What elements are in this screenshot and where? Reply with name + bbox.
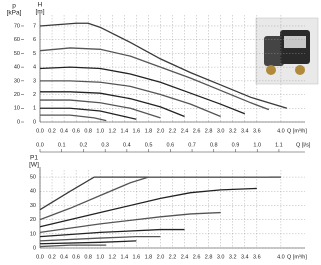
- y2-tick-label: 0: [17, 119, 20, 125]
- y-tick-label: 4: [33, 65, 36, 71]
- y2-tick-label: 10: [14, 106, 20, 112]
- y-label: P1: [30, 155, 38, 162]
- x-tick-label: 3.4: [241, 128, 249, 134]
- x2-label: Q [l/s]: [296, 142, 311, 148]
- y2-unit: [kPa]: [7, 10, 22, 17]
- x-tick-label: 3.4: [241, 254, 249, 260]
- page: p [kPa] H [m] Q [m³/h] P1 [W] Q [l/s] Q …: [0, 0, 321, 265]
- x-tick-label: 4.0: [277, 254, 285, 260]
- x-tick-label: 0.4: [60, 254, 68, 260]
- x-tick-label: 2.8: [205, 254, 213, 260]
- x-tick-label: 3.6: [253, 128, 261, 134]
- x-tick-label: 0.6: [72, 254, 80, 260]
- x2-tick-label: 0.8: [210, 142, 218, 148]
- x-tick-label: 1.6: [133, 254, 141, 260]
- curve: [40, 213, 221, 233]
- x-tick-label: 3.2: [229, 128, 237, 134]
- curve: [40, 67, 245, 114]
- x-tick-label: 2.2: [169, 128, 177, 134]
- y-tick-label: 5: [33, 51, 36, 57]
- x-tick-label: 2.6: [193, 254, 201, 260]
- x2-tick-label: 1.0: [253, 142, 261, 148]
- x-tick-label: 0.2: [48, 128, 56, 134]
- y-tick-label: 7: [33, 23, 36, 29]
- x-tick-label: 1.2: [108, 128, 116, 134]
- x2-tick-label: 0.5: [145, 142, 153, 148]
- pump-photo: [256, 18, 318, 84]
- y-tick-label: 1: [33, 106, 36, 112]
- x-tick-label: 1.2: [108, 254, 116, 260]
- y2-tick-label: 50: [14, 51, 20, 57]
- x-tick-label: 1.0: [96, 128, 104, 134]
- x-tick-label: 2.6: [193, 128, 201, 134]
- y2-tick-label: 20: [14, 92, 20, 98]
- y2-tick-label: 30: [14, 78, 20, 84]
- x2-tick-label: 0.9: [232, 142, 240, 148]
- x-tick-label: 2.0: [157, 128, 165, 134]
- x-tick-label: 0.4: [60, 128, 68, 134]
- x-tick-label: 0.8: [84, 254, 92, 260]
- x2-tick-label: 0.3: [101, 142, 109, 148]
- y-tick-label: 0: [33, 245, 36, 251]
- x-tick-label: 0.0: [36, 254, 44, 260]
- x-tick-label: 2.4: [181, 128, 189, 134]
- curve: [40, 245, 106, 246]
- y-label: H: [38, 2, 43, 9]
- curve: [40, 177, 281, 210]
- x2-tick-label: 0.4: [123, 142, 131, 148]
- x2-tick-label: 0.7: [188, 142, 196, 148]
- x-tick-label: 3.6: [253, 254, 261, 260]
- x-label: Q [m³/h]: [287, 254, 307, 260]
- x2-tick-label: 0.1: [58, 142, 66, 148]
- x-tick-label: 1.8: [145, 128, 153, 134]
- curve: [40, 115, 106, 120]
- x-tick-label: 1.4: [120, 128, 128, 134]
- y2-label: p: [12, 3, 16, 10]
- x-tick-label: 1.4: [120, 254, 128, 260]
- x-tick-label: 0.6: [72, 128, 80, 134]
- y-tick-label: 2: [33, 92, 36, 98]
- curve: [40, 177, 269, 220]
- y2-tick-label: 70: [14, 23, 20, 29]
- y-tick-label: 10: [30, 231, 36, 237]
- y-tick-label: 20: [30, 217, 36, 223]
- chart: p [kPa] H [m] Q [m³/h] P1 [W] Q [l/s] Q …: [0, 0, 321, 265]
- x-tick-label: 3.2: [229, 254, 237, 260]
- x-tick-label: 3.0: [217, 254, 225, 260]
- y-tick-label: 0: [33, 119, 36, 125]
- x-tick-label: 0.8: [84, 128, 92, 134]
- x-tick-label: 4.0: [277, 128, 285, 134]
- x2-tick-label: 1.1: [275, 142, 283, 148]
- x-tick-label: 2.2: [169, 254, 177, 260]
- x-label: Q [m³/h]: [287, 128, 307, 134]
- x-tick-label: 2.0: [157, 254, 165, 260]
- x-tick-label: 2.8: [205, 128, 213, 134]
- y2-tick-label: 40: [14, 65, 20, 71]
- y2-tick-label: 60: [14, 37, 20, 43]
- x2-tick-label: 0.6: [166, 142, 174, 148]
- y-tick-label: 40: [30, 189, 36, 195]
- x-tick-label: 3.0: [217, 128, 225, 134]
- x-tick-label: 0.2: [48, 254, 56, 260]
- x-tick-label: 1.0: [96, 254, 104, 260]
- y-tick-label: 6: [33, 37, 36, 43]
- y-tick-label: 50: [30, 175, 36, 181]
- y-unit: [W]: [29, 162, 39, 169]
- x-tick-label: 1.6: [133, 128, 141, 134]
- y-tick-label: 30: [30, 203, 36, 209]
- x-tick-label: 1.8: [145, 254, 153, 260]
- x-tick-label: 0.0: [36, 128, 44, 134]
- y-tick-label: 3: [33, 78, 36, 84]
- x2-tick-label: 0.2: [80, 142, 88, 148]
- x-tick-label: 2.4: [181, 254, 189, 260]
- x2-tick-label: 0.0: [36, 142, 44, 148]
